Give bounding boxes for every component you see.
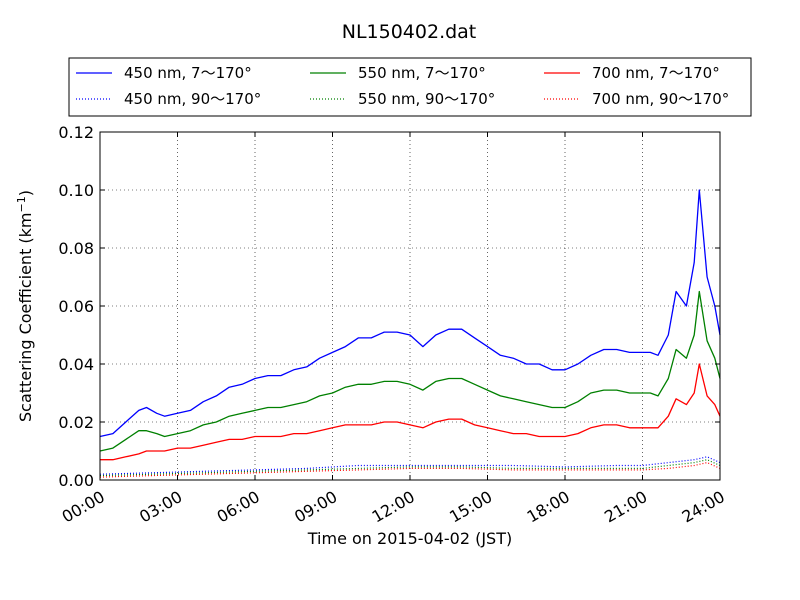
series-line-0 — [99, 189, 721, 438]
legend-label-3: 450 nm, 90～170° — [124, 90, 261, 108]
x-axis-label: Time on 2015-04-02 (JST) — [307, 529, 512, 548]
y-axis-label-main: Scattering Coefficient (km — [16, 212, 35, 422]
y-tick-label: 0.08 — [58, 239, 94, 258]
legend-label-4: 550 nm, 90～170° — [358, 90, 495, 108]
legend-label-2: 700 nm, 7～170° — [592, 64, 720, 82]
y-tick-label: 0.04 — [58, 355, 94, 374]
legend-label-5: 700 nm, 90～170° — [592, 90, 729, 108]
legend-box — [68, 57, 752, 117]
y-tick-label: 0.12 — [58, 123, 94, 142]
chart-title: NL150402.dat — [342, 21, 477, 43]
series-line-2 — [100, 363, 721, 461]
y-axis-label-sup: −1 — [15, 196, 28, 212]
series-line-3 — [99, 456, 721, 475]
y-tick-label: 0.10 — [58, 181, 94, 200]
series-line-5 — [99, 462, 721, 478]
grid — [100, 132, 720, 480]
series-line-1 — [99, 290, 721, 452]
y-tick-label: 0.00 — [58, 471, 94, 490]
y-tick-label: 0.02 — [58, 413, 94, 432]
plot-area: 00:00 03:00 06:00 09:00 12:00 15:00 18:00 21:00… — [58, 123, 728, 527]
legend-label-0: 450 nm, 7～170° — [124, 64, 252, 82]
y-axis-label: Scattering Coefficient (km−1) — [15, 190, 35, 422]
series-lines — [99, 189, 721, 478]
legend-label-1: 550 nm, 7～170° — [358, 64, 486, 82]
series-line-4 — [99, 459, 721, 477]
y-axis-label-end: ) — [16, 190, 35, 196]
y-tick-label: 0.06 — [58, 297, 94, 316]
legend: 450 nm, 7～170° 550 nm, 7～170° 700 nm, 7～17… — [68, 57, 752, 117]
